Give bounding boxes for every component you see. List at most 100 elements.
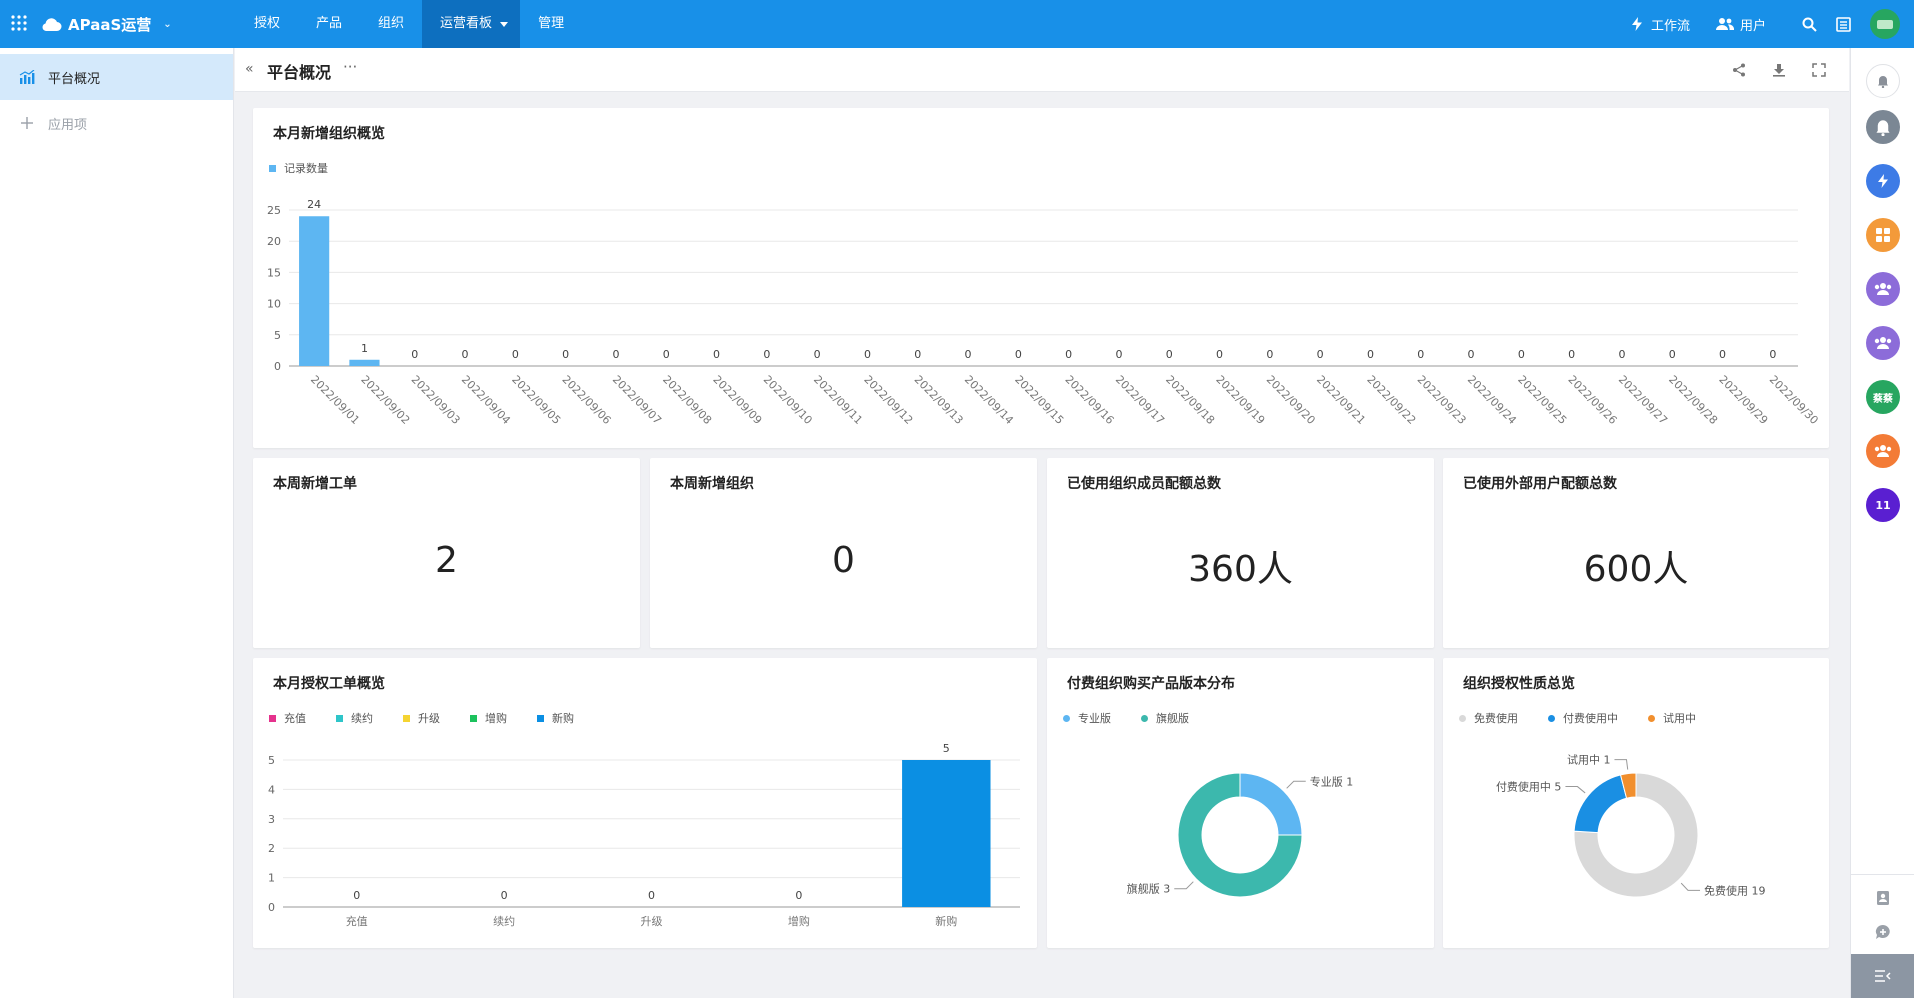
paid-versions-chart: 专业版 1 旗舰版 3 bbox=[1127, 772, 1353, 898]
more-options-icon[interactable]: ··· bbox=[343, 58, 358, 76]
rail-group-1[interactable] bbox=[1866, 272, 1900, 306]
left-sidebar: 平台概况 应用项 bbox=[0, 48, 234, 998]
donut-slice bbox=[1573, 772, 1699, 898]
download-button[interactable] bbox=[1759, 48, 1799, 92]
rail-notification-app[interactable] bbox=[1866, 110, 1900, 144]
x-tick-label: 2022/09/18 bbox=[1163, 373, 1217, 427]
x-tick-label: 2022/09/25 bbox=[1515, 373, 1569, 427]
rail-workflow-app[interactable] bbox=[1866, 164, 1900, 198]
list-view-button[interactable] bbox=[1826, 0, 1860, 48]
label-leader-line bbox=[1680, 882, 1701, 891]
menu-collapse-icon bbox=[1875, 970, 1891, 982]
rail-group-3[interactable] bbox=[1866, 434, 1900, 468]
data-label: 0 bbox=[562, 348, 569, 361]
x-tick-label: 2022/09/09 bbox=[710, 373, 764, 427]
label-leader-line bbox=[1565, 786, 1586, 794]
legend-item[interactable]: 免费使用 bbox=[1459, 710, 1518, 726]
x-tick-label: 2022/09/04 bbox=[459, 373, 513, 427]
users-link[interactable]: 用户 bbox=[1715, 15, 1766, 34]
app-grid-icon[interactable] bbox=[10, 14, 28, 32]
download-icon bbox=[1773, 64, 1785, 77]
chart-legend: 专业版 旗舰版 bbox=[1063, 710, 1219, 726]
document-list-icon bbox=[1835, 16, 1851, 32]
collapse-rail-button[interactable] bbox=[1851, 954, 1914, 998]
app-switcher[interactable]: APaaS运营 ⌄ bbox=[40, 0, 172, 48]
sidebar-item-app-items[interactable]: 应用项 bbox=[0, 100, 233, 146]
x-tick-label: 2022/09/28 bbox=[1666, 373, 1720, 427]
legend-item[interactable]: 付费使用中 bbox=[1548, 710, 1618, 726]
legend-label: 充值 bbox=[284, 712, 306, 725]
collapse-sidebar-icon[interactable]: « bbox=[245, 61, 254, 77]
top-navigation-bar: APaaS运营 ⌄ 授权 产品 组织 运营看板 管理 工作流 用户 bbox=[0, 0, 1914, 48]
group-icon bbox=[1874, 283, 1892, 295]
x-tick-label: 续约 bbox=[493, 914, 515, 928]
auth-nature-chart: 免费使用 19 付费使用中 5 试用中 1 bbox=[1496, 754, 1766, 898]
sidebar-item-label: 平台概况 bbox=[48, 71, 101, 87]
legend-label: 续约 bbox=[351, 712, 373, 725]
y-tick-label: 5 bbox=[274, 329, 281, 342]
data-label: 0 bbox=[713, 348, 720, 361]
legend-item[interactable]: 升级 bbox=[403, 710, 440, 726]
rail-group-2[interactable] bbox=[1866, 326, 1900, 360]
fullscreen-button[interactable] bbox=[1799, 48, 1839, 92]
data-label: 0 bbox=[1669, 348, 1676, 361]
plus-icon bbox=[18, 114, 36, 132]
legend-item[interactable]: 续约 bbox=[336, 710, 373, 726]
workflow-link[interactable]: 工作流 bbox=[1629, 15, 1690, 34]
nav-products[interactable]: 产品 bbox=[316, 16, 343, 31]
right-rail: 蔡蔡 11 bbox=[1850, 48, 1914, 998]
legend-item[interactable]: 记录数量 bbox=[269, 160, 328, 176]
rail-apps[interactable] bbox=[1866, 218, 1900, 252]
legend-item[interactable]: 新购 bbox=[537, 710, 574, 726]
user-avatar[interactable] bbox=[1870, 9, 1900, 39]
x-tick-label: 升级 bbox=[641, 915, 663, 928]
card-title: 本周新增组织 bbox=[670, 476, 754, 492]
lightning-icon bbox=[1878, 174, 1888, 188]
search-button[interactable] bbox=[1792, 0, 1826, 48]
y-tick-label: 1 bbox=[268, 872, 275, 885]
legend-swatch bbox=[1648, 714, 1655, 722]
x-tick-label: 2022/09/13 bbox=[912, 373, 966, 427]
card-title: 本月新增组织概览 bbox=[273, 126, 385, 142]
data-label: 0 bbox=[1719, 348, 1726, 361]
donut-slice bbox=[1619, 772, 1637, 799]
monthly-orgs-card: 本月新增组织概览 记录数量 0 5 10 15 20 25 24 2022/09/01 1 202… bbox=[253, 108, 1829, 448]
label-leader-line bbox=[1286, 780, 1306, 789]
legend-item[interactable]: 试用中 bbox=[1648, 710, 1696, 726]
chat-add-icon bbox=[1875, 924, 1890, 939]
data-label: 0 bbox=[462, 348, 469, 361]
share-button[interactable] bbox=[1719, 48, 1759, 92]
legend-swatch bbox=[1141, 714, 1148, 722]
legend-item[interactable]: 专业版 bbox=[1063, 710, 1111, 726]
x-tick-label: 充值 bbox=[346, 914, 368, 928]
x-tick-label: 2022/09/14 bbox=[962, 373, 1016, 427]
data-label: 1 bbox=[361, 342, 368, 355]
legend-item[interactable]: 旗舰版 bbox=[1141, 710, 1189, 726]
share-icon bbox=[1733, 63, 1745, 77]
legend-item[interactable]: 增购 bbox=[470, 710, 507, 726]
legend-swatch bbox=[470, 714, 477, 722]
x-tick-label: 2022/09/23 bbox=[1415, 373, 1469, 427]
rail-contact-avatar[interactable]: 蔡蔡 bbox=[1866, 380, 1900, 414]
page-header: « 平台概况 ··· bbox=[235, 48, 1849, 92]
nav-authorization[interactable]: 授权 bbox=[254, 16, 281, 31]
metric-value: 2 bbox=[435, 540, 458, 581]
x-tick-label: 2022/09/05 bbox=[509, 373, 563, 427]
sidebar-item-platform-overview[interactable]: 平台概况 bbox=[0, 54, 233, 100]
x-tick-label: 2022/09/07 bbox=[610, 373, 664, 427]
legend-swatch bbox=[269, 714, 276, 722]
slice-label: 旗舰版 3 bbox=[1127, 882, 1171, 896]
contacts-button[interactable] bbox=[1873, 888, 1893, 908]
data-label: 0 bbox=[1568, 348, 1575, 361]
card-title: 付费组织购买产品版本分布 bbox=[1067, 676, 1235, 692]
add-chat-button[interactable] bbox=[1873, 922, 1893, 942]
rail-badge-item[interactable]: 11 bbox=[1866, 488, 1900, 522]
data-label: 5 bbox=[943, 742, 950, 755]
nav-operations-dashboard[interactable]: 运营看板 bbox=[422, 0, 521, 48]
notification-button[interactable] bbox=[1866, 64, 1900, 98]
legend-swatch bbox=[1063, 714, 1070, 722]
nav-organizations[interactable]: 组织 bbox=[378, 16, 405, 31]
data-label: 0 bbox=[795, 889, 802, 902]
nav-management[interactable]: 管理 bbox=[538, 16, 565, 31]
legend-item[interactable]: 充值 bbox=[269, 710, 306, 726]
